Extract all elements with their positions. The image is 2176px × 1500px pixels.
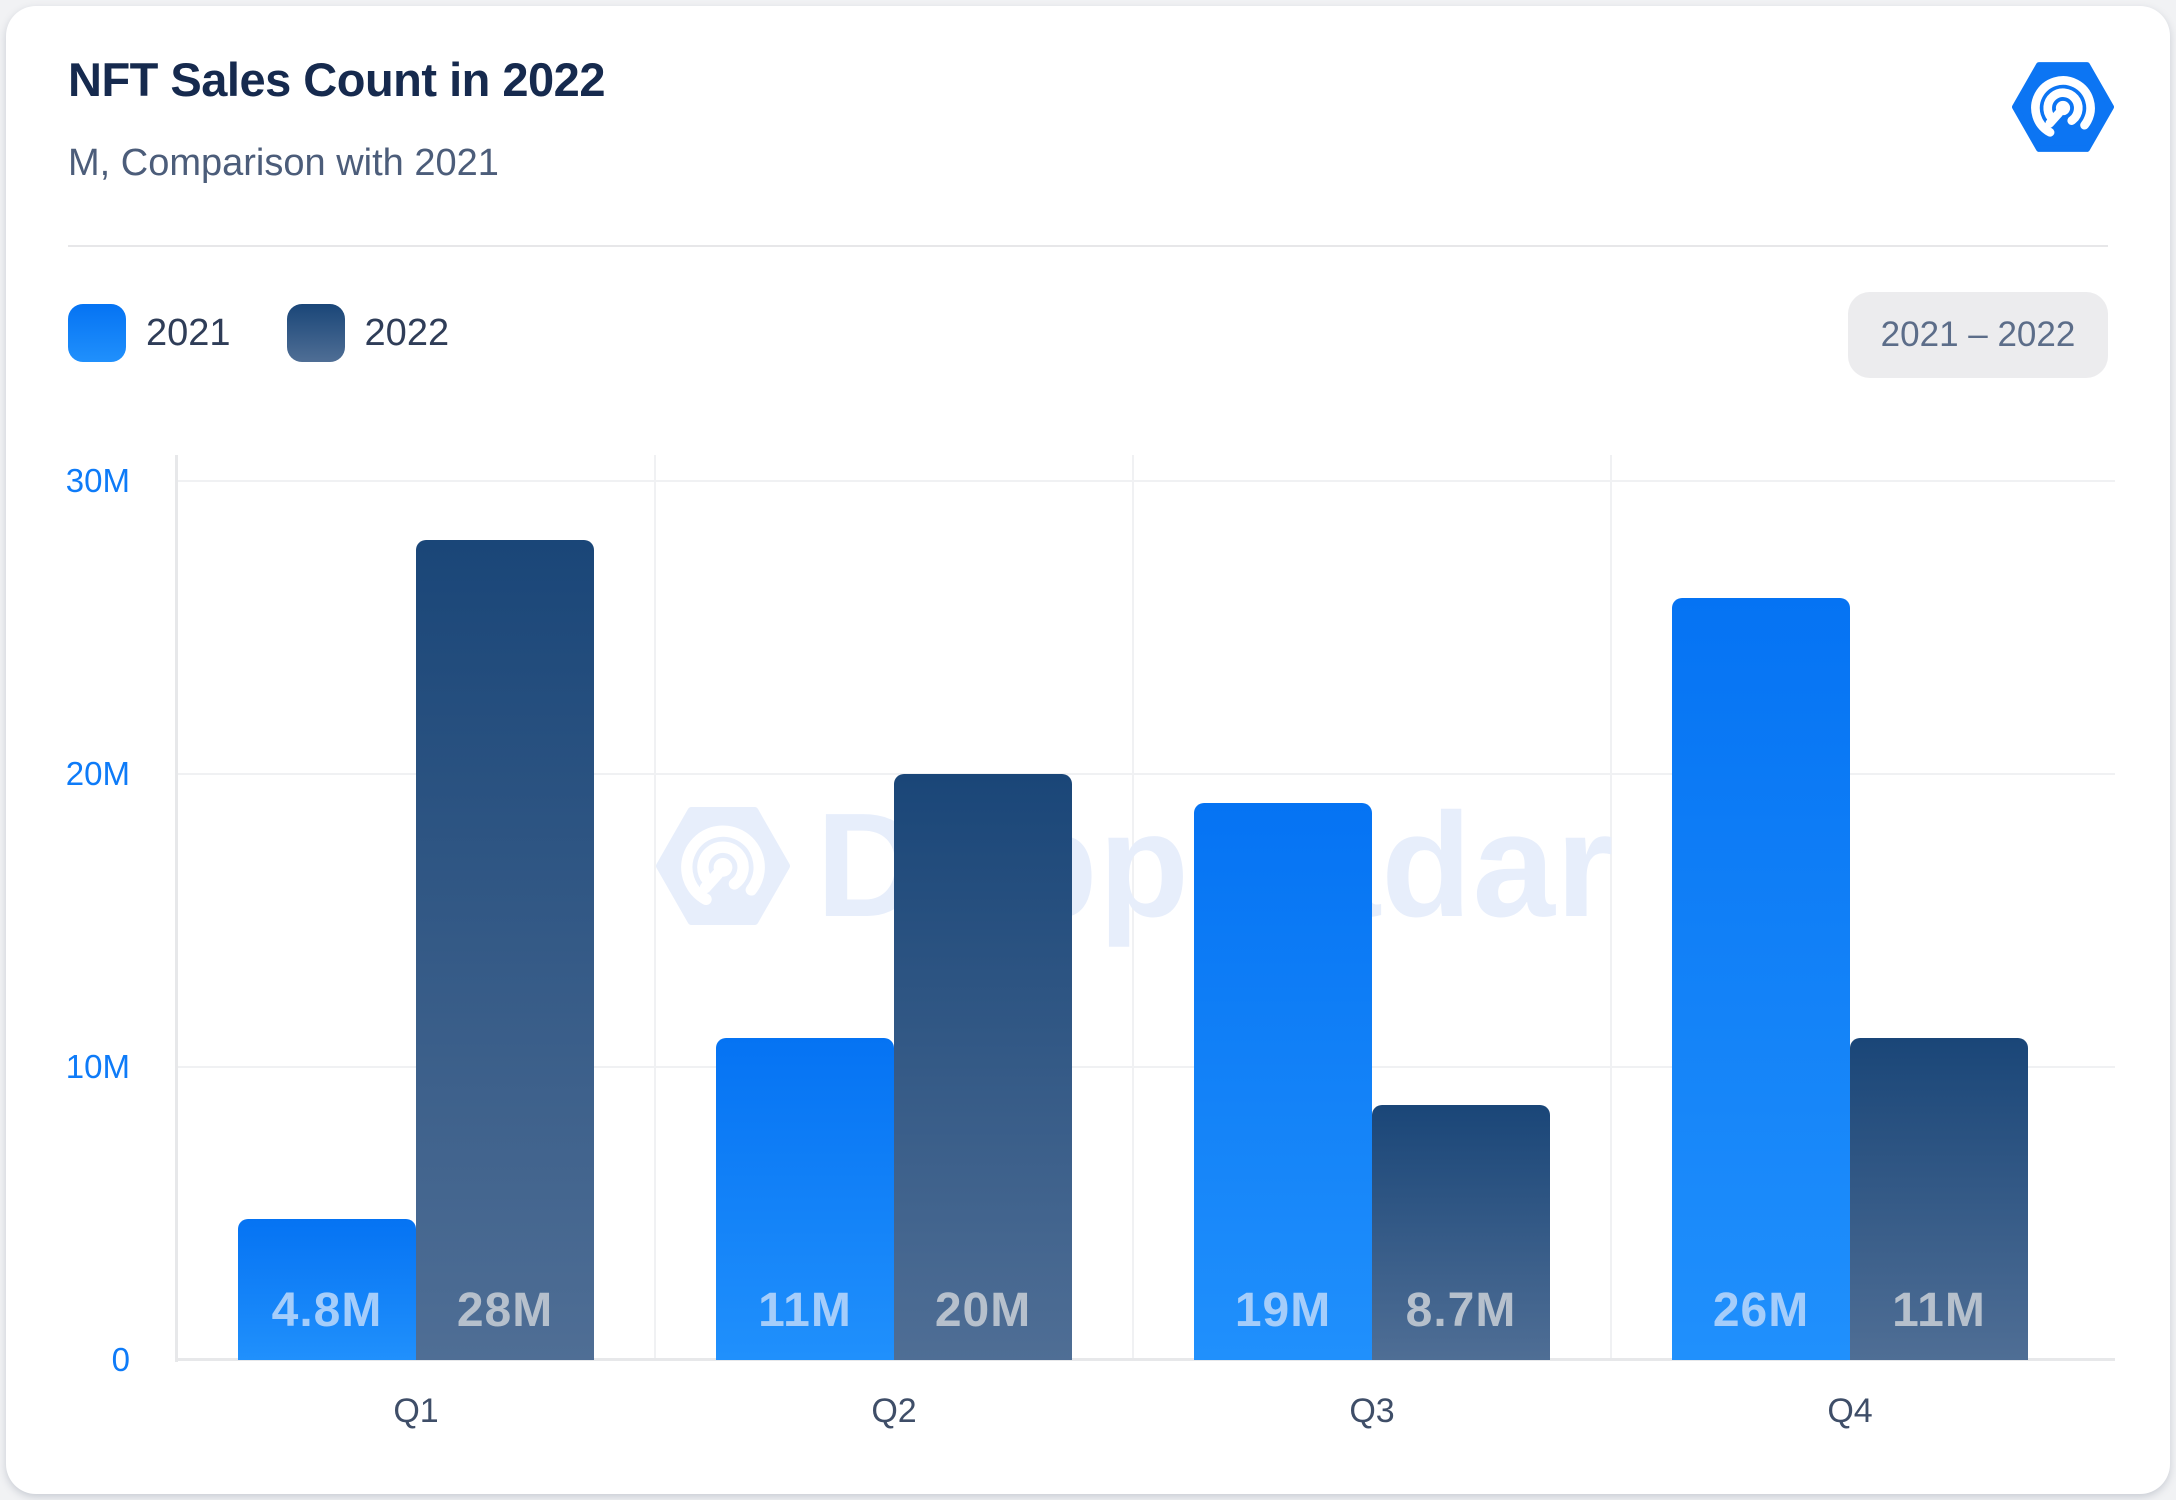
bar-2022-q2[interactable]: 20M	[894, 774, 1072, 1360]
bar-2022-q3[interactable]: 8.7M	[1372, 1105, 1550, 1360]
legend-swatch-2022	[286, 304, 345, 362]
gridline-v-1	[654, 455, 656, 1360]
page-title: NFT Sales Count in 2022	[68, 53, 605, 106]
chart-legend: 2021 2022	[68, 303, 449, 363]
y-axis-tick-10m: 10M	[65, 1048, 130, 1085]
x-axis-baseline	[175, 1358, 2115, 1361]
bar-value-label: 4.8M	[271, 1284, 383, 1337]
dappradar-logo[interactable]	[2012, 56, 2114, 158]
bar-value-label: 28M	[456, 1284, 554, 1337]
bar-2022-q4[interactable]: 11M	[1850, 1038, 2028, 1360]
page-subtitle: M, Comparison with 2021	[68, 142, 499, 184]
bar-2021-q1[interactable]: 4.8M	[238, 1219, 416, 1360]
legend-label-2022: 2022	[364, 311, 450, 354]
bar-value-label: 11M	[1892, 1284, 1986, 1337]
x-axis-label-q4: Q4	[1827, 1392, 1873, 1430]
legend-swatch-2021	[68, 304, 126, 362]
watermark: DappRadar	[656, 782, 1615, 950]
gridline-v-2	[1132, 455, 1134, 1360]
gridline-30m	[177, 480, 2115, 482]
bar-value-label: 26M	[1712, 1284, 1810, 1337]
dappradar-logo-icon	[2012, 62, 2114, 152]
bar-2021-q2[interactable]: 11M	[716, 1038, 894, 1360]
legend-item-2021[interactable]: 2021	[68, 304, 231, 362]
header-divider	[68, 245, 2108, 247]
bar-2021-q4[interactable]: 26M	[1672, 598, 1850, 1360]
y-axis-line	[175, 455, 178, 1362]
watermark-hexagon-icon	[656, 807, 790, 925]
bar-value-label: 20M	[934, 1284, 1032, 1337]
gridline-v-3	[1610, 455, 1612, 1360]
gridline-10m	[177, 1066, 2115, 1068]
bar-value-label: 19M	[1234, 1284, 1332, 1337]
x-axis-label-q1: Q1	[393, 1392, 439, 1430]
gridline-20m	[177, 773, 2115, 775]
date-range-badge[interactable]: 2021 – 2022	[1848, 292, 2108, 378]
bar-value-label: 8.7M	[1405, 1284, 1517, 1337]
y-axis-tick-30m: 30M	[65, 462, 130, 499]
legend-label-2021: 2021	[146, 311, 231, 354]
legend-item-2022[interactable]: 2022	[286, 304, 450, 362]
y-axis-tick-20m: 20M	[65, 755, 130, 792]
bar-value-label: 11M	[758, 1284, 852, 1337]
x-axis-label-q2: Q2	[871, 1392, 917, 1430]
y-axis-tick-0: 0	[111, 1341, 130, 1378]
x-axis-label-q3: Q3	[1349, 1392, 1395, 1430]
bar-2022-q1[interactable]: 28M	[416, 540, 594, 1360]
bar-2021-q3[interactable]: 19M	[1194, 803, 1372, 1360]
